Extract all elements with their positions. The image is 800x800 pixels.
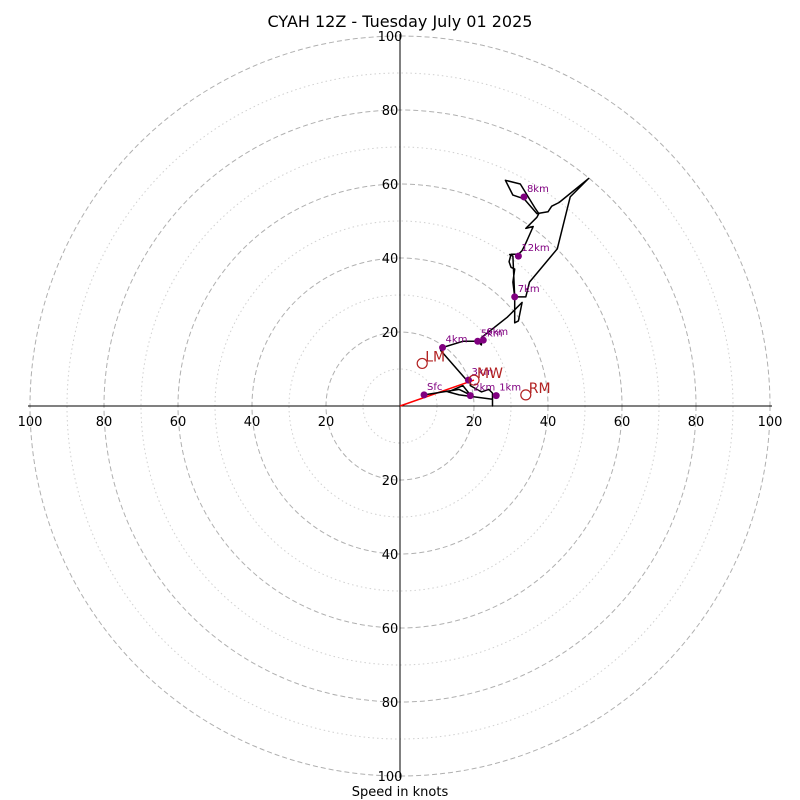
storm-motion-marker: [468, 374, 480, 386]
height-marker-label: 3km: [471, 367, 493, 378]
tick-label: 60: [170, 415, 187, 430]
height-marker-dot: [420, 391, 428, 399]
tick-label: 100: [378, 30, 403, 45]
hodograph-trace-group: [423, 177, 590, 407]
height-marker-label: 8km: [527, 184, 549, 195]
tick-label: 100: [378, 770, 403, 785]
tick-label: 20: [382, 326, 399, 341]
height-marker-dot: [439, 344, 447, 352]
tick-label: 80: [382, 104, 399, 119]
tick-label: 100: [18, 415, 43, 430]
tick-label: 80: [688, 415, 705, 430]
tick-label: 20: [318, 415, 335, 430]
height-marker-label: 6km: [486, 327, 508, 338]
storm-motion-label: RM: [529, 381, 551, 397]
tick-label: 60: [614, 415, 631, 430]
tick-label-group: 20 20 20 20 40 40 40 40 60 60 60 60 80 80 80 80 100 100 10…: [18, 30, 783, 785]
height-marker-dot: [511, 293, 519, 301]
tick-label: 40: [382, 252, 399, 267]
chart-title: CYAH 12Z - Tuesday July 01 2025: [268, 12, 533, 31]
tick-label: 40: [382, 548, 399, 563]
height-marker-label: 12km: [521, 243, 549, 254]
storm-motion-label: MW: [477, 366, 503, 382]
tick-label: 40: [540, 415, 557, 430]
storm-motion-marker: [520, 389, 532, 401]
height-marker-dot: [514, 252, 522, 260]
tick-label: 60: [382, 622, 399, 637]
height-marker-dot: [474, 337, 482, 345]
storm-motion-label: LM: [425, 349, 445, 365]
hodograph-trace-line: [423, 177, 590, 407]
tick-label: 40: [244, 415, 261, 430]
tick-label: 80: [382, 696, 399, 711]
height-marker-label: 4km: [446, 335, 468, 346]
tick-label: 60: [382, 178, 399, 193]
height-marker-dot: [492, 392, 500, 400]
height-marker-dot: [479, 336, 487, 344]
storm-motion-marker: [416, 357, 428, 370]
height-marker-label: 1km: [499, 383, 521, 394]
height-marker-label: 7km: [518, 284, 540, 295]
tick-label: 20: [382, 474, 399, 489]
height-marker-label: 5km: [481, 328, 503, 339]
height-marker-label: Sfc: [427, 382, 442, 393]
height-marker-dot: [520, 193, 528, 201]
x-axis-label: Speed in knots: [352, 785, 449, 800]
storm-motion-group: LM MW RM: [416, 349, 551, 401]
height-marker-label: 2km: [473, 383, 495, 394]
tick-label: 20: [466, 415, 483, 430]
tick-label: 100: [758, 415, 783, 430]
tick-label: 80: [96, 415, 113, 430]
height-marker-dot: [466, 392, 474, 400]
